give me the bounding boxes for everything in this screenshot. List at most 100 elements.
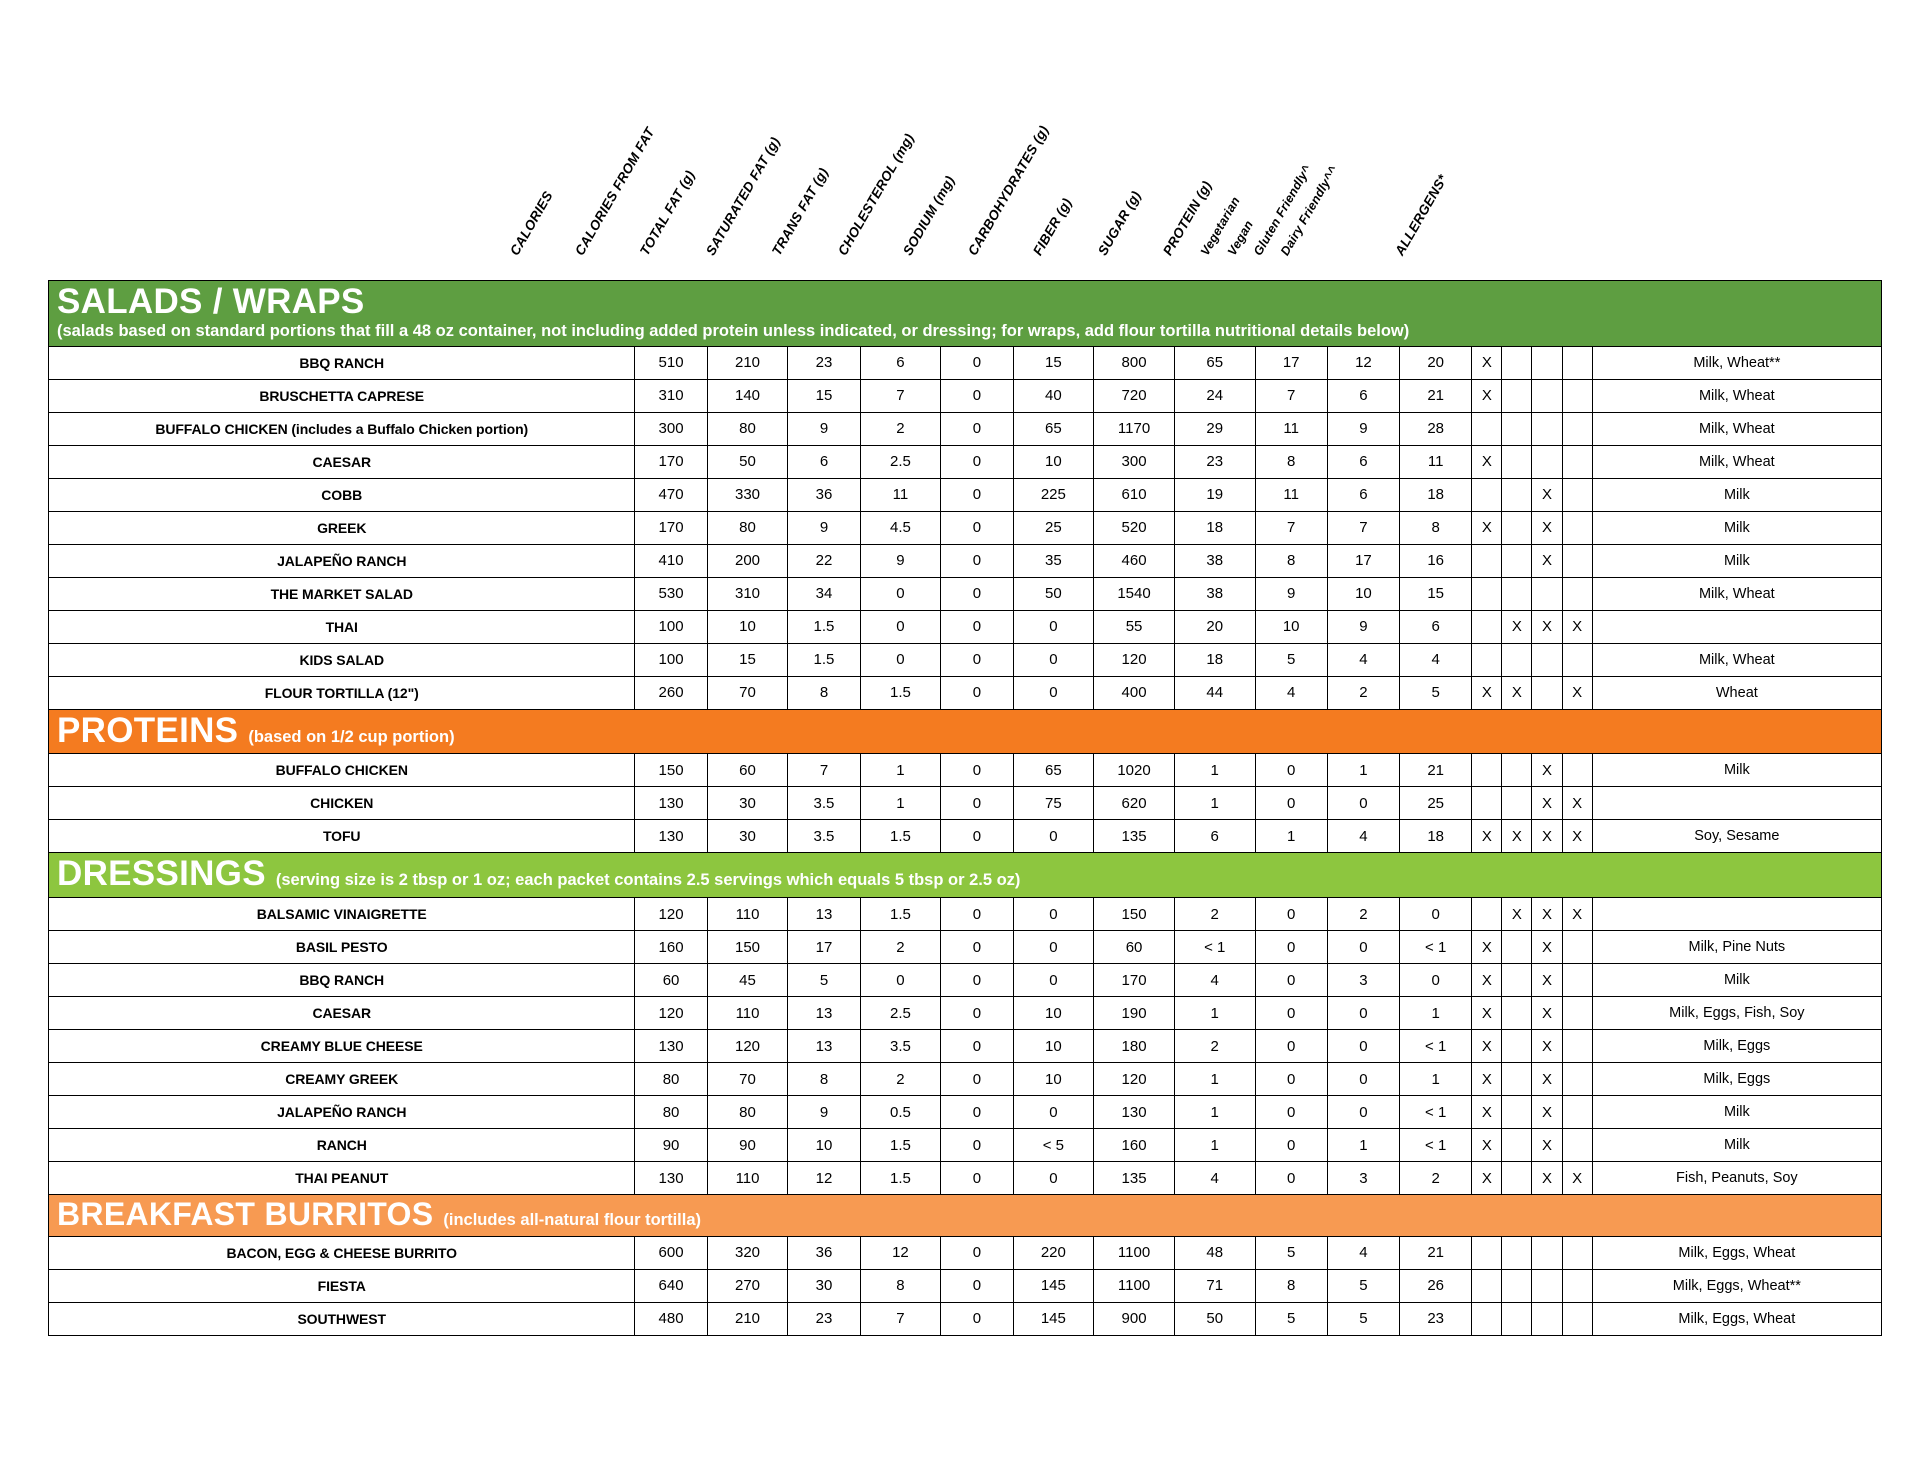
nutrient-value-3: 11 <box>859 477 942 512</box>
nutrient-value-9: 3 <box>1326 963 1401 998</box>
nutrient-value-9: 0 <box>1326 1029 1401 1064</box>
allergens-value: Milk <box>1591 753 1883 788</box>
allergens-value: Milk, Wheat <box>1591 444 1883 479</box>
diet-flag-3 <box>1561 1235 1593 1270</box>
nutrient-value-0: 300 <box>634 411 708 446</box>
nutrient-value-4: 0 <box>940 996 1014 1031</box>
nutrient-value-0: 470 <box>634 477 708 512</box>
nutrient-value-6: 1100 <box>1093 1268 1175 1303</box>
nutrient-value-10: 4 <box>1399 642 1473 677</box>
diet-flag-3 <box>1561 1062 1593 1097</box>
section-note: (based on 1/2 cup portion) <box>248 727 455 746</box>
diet-flag-0: X <box>1471 510 1503 545</box>
allergens-value: Milk, Wheat <box>1591 378 1883 413</box>
nutrient-value-10: 18 <box>1399 477 1473 512</box>
nutrient-value-6: 1540 <box>1093 576 1175 611</box>
nutrient-value-3: 1 <box>859 786 942 821</box>
section-title: PROTEINS <box>57 710 239 750</box>
nutrient-value-9: 17 <box>1326 543 1401 578</box>
allergens-value: Milk, Eggs, Fish, Soy <box>1591 996 1883 1031</box>
nutrient-value-1: 110 <box>706 996 789 1031</box>
nutrient-value-6: 610 <box>1093 477 1175 512</box>
column-header-3: SATURATED FAT (g) <box>703 134 783 258</box>
diet-flag-0: X <box>1471 1095 1503 1130</box>
diet-flag-2: X <box>1531 753 1563 788</box>
column-header-0: CALORIES <box>507 188 556 258</box>
diet-flag-3 <box>1561 411 1593 446</box>
nutrient-value-8: 0 <box>1254 753 1328 788</box>
section-title: DRESSINGS <box>57 854 266 894</box>
nutrient-value-3: 1.5 <box>859 819 942 854</box>
nutrient-value-6: 60 <box>1093 930 1175 965</box>
diet-flag-1 <box>1501 753 1533 788</box>
diet-flag-1 <box>1501 543 1533 578</box>
nutrient-value-7: 29 <box>1173 411 1256 446</box>
nutrient-value-3: 6 <box>859 345 942 380</box>
table-row: FIESTA 640 270 30 8 0 145 1100 71 8 5 26 Milk, Eggs,… <box>47 1268 1883 1303</box>
nutrient-value-10: 1 <box>1399 1062 1473 1097</box>
diet-flag-2: X <box>1531 1128 1563 1163</box>
nutrient-value-7: 1 <box>1173 753 1256 788</box>
nutrient-value-5: 75 <box>1012 786 1095 821</box>
nutrient-value-4: 0 <box>940 963 1014 998</box>
nutrient-value-8: 1 <box>1254 819 1328 854</box>
table-row: BASIL PESTO 160 150 17 2 0 0 60 < 1 0 0 < 1 X X Milk, … <box>47 930 1883 965</box>
nutrient-value-3: 9 <box>859 543 942 578</box>
diet-flag-3: X <box>1561 675 1593 710</box>
nutrient-value-1: 30 <box>706 786 789 821</box>
diet-flag-2 <box>1531 1235 1563 1270</box>
allergens-value: Milk <box>1591 1095 1883 1130</box>
diet-flag-1 <box>1501 345 1533 380</box>
nutrient-value-3: 7 <box>859 1301 942 1336</box>
allergens-value: Milk, Wheat <box>1591 411 1883 446</box>
allergens-value: Milk <box>1591 510 1883 545</box>
section-note: (includes all-natural flour tortilla) <box>443 1211 701 1230</box>
diet-flag-3 <box>1561 510 1593 545</box>
nutrient-value-7: 1 <box>1173 1062 1256 1097</box>
nutrient-value-1: 90 <box>706 1128 789 1163</box>
nutrient-value-5: 65 <box>1012 753 1095 788</box>
nutrient-value-3: 1.5 <box>859 675 942 710</box>
nutrient-value-9: 0 <box>1326 1062 1401 1097</box>
nutrient-value-0: 80 <box>634 1062 708 1097</box>
section-title: SALADS / WRAPS <box>57 282 365 321</box>
nutrient-value-4: 0 <box>940 897 1014 932</box>
diet-flag-2 <box>1531 642 1563 677</box>
nutrient-value-8: 7 <box>1254 378 1328 413</box>
nutrient-value-2: 22 <box>787 543 861 578</box>
table-row: BBQ RANCH 510 210 23 6 0 15 800 65 17 12 20 X Milk, W… <box>47 345 1883 380</box>
nutrient-value-3: 7 <box>859 378 942 413</box>
nutrient-value-3: 1.5 <box>859 1128 942 1163</box>
nutrient-value-1: 30 <box>706 819 789 854</box>
table-row: BBQ RANCH 60 45 5 0 0 0 170 4 0 3 0 X X Milk <box>47 963 1883 998</box>
nutrient-value-9: 4 <box>1326 819 1401 854</box>
diet-flag-3: X <box>1561 609 1593 644</box>
nutrient-value-3: 2 <box>859 411 942 446</box>
nutrient-value-3: 2 <box>859 930 942 965</box>
diet-flag-3 <box>1561 543 1593 578</box>
nutrient-value-1: 210 <box>706 1301 789 1336</box>
allergens-value: Milk, Eggs, Wheat <box>1591 1301 1883 1336</box>
diet-flag-1: X <box>1501 609 1533 644</box>
nutrient-value-5: 65 <box>1012 411 1095 446</box>
item-name: COBB <box>47 477 636 512</box>
nutrient-value-10: 28 <box>1399 411 1473 446</box>
nutrient-value-0: 170 <box>634 444 708 479</box>
nutrient-value-3: 3.5 <box>859 1029 942 1064</box>
nutrient-value-2: 8 <box>787 675 861 710</box>
table-row: BALSAMIC VINAIGRETTE 120 110 13 1.5 0 0 150 2 0 2 0… <box>47 897 1883 932</box>
nutrient-value-1: 200 <box>706 543 789 578</box>
table-row: JALAPEÑO RANCH 80 80 9 0.5 0 0 130 1 0 0 < 1 X X Milk <box>47 1095 1883 1130</box>
nutrient-value-6: 400 <box>1093 675 1175 710</box>
item-name: THAI <box>47 609 636 644</box>
nutrient-value-2: 1.5 <box>787 642 861 677</box>
nutrient-value-2: 9 <box>787 411 861 446</box>
nutrient-value-10: 5 <box>1399 675 1473 710</box>
nutrient-value-4: 0 <box>940 1095 1014 1130</box>
nutrient-value-7: 2 <box>1173 1029 1256 1064</box>
nutrient-value-7: 65 <box>1173 345 1256 380</box>
nutrient-value-4: 0 <box>940 819 1014 854</box>
nutrient-value-9: 9 <box>1326 609 1401 644</box>
nutrient-value-3: 1.5 <box>859 897 942 932</box>
